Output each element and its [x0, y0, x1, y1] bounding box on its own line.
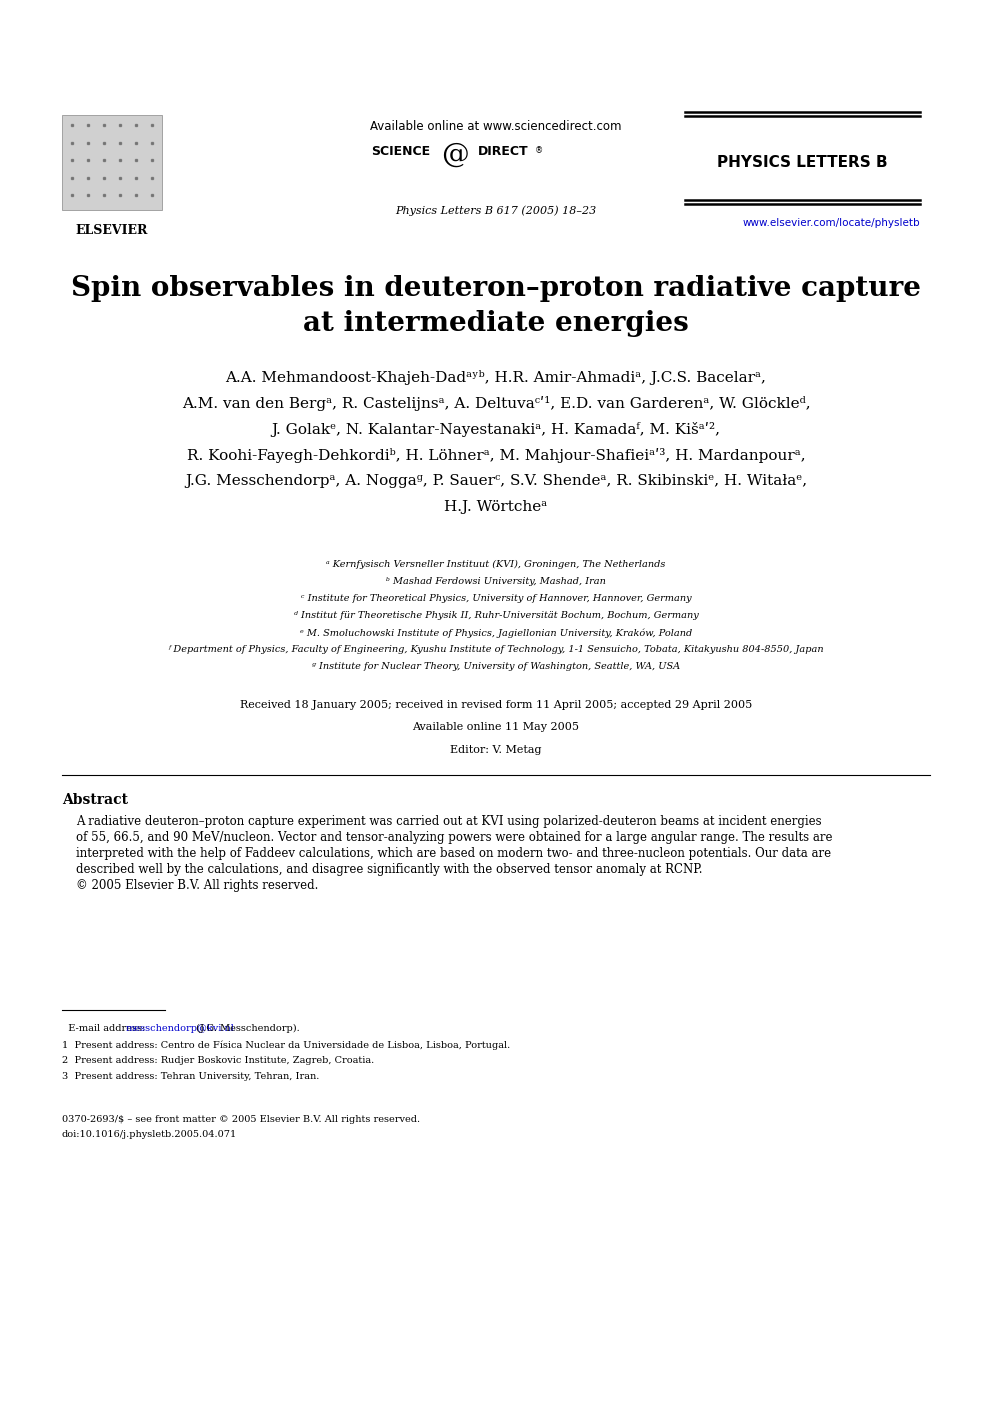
Text: J.G. Messchendorpᵃ, A. Noggaᵍ, P. Sauerᶜ, S.V. Shendeᵃ, R. Skibinskiᵉ, H. Witała: J.G. Messchendorpᵃ, A. Noggaᵍ, P. Sauerᶜ… — [185, 474, 807, 488]
Text: 3  Present address: Tehran University, Tehran, Iran.: 3 Present address: Tehran University, Te… — [62, 1072, 319, 1080]
Text: A radiative deuteron–proton capture experiment was carried out at KVI using pola: A radiative deuteron–proton capture expe… — [76, 815, 821, 828]
Text: A.A. Mehmandoost-Khajeh-Dadᵃʸᵇ, H.R. Amir-Ahmadiᵃ, J.C.S. Bacelarᵃ,: A.A. Mehmandoost-Khajeh-Dadᵃʸᵇ, H.R. Ami… — [225, 370, 767, 384]
Text: @: @ — [441, 140, 469, 168]
Text: H.J. Wörtcheᵃ: H.J. Wörtcheᵃ — [444, 499, 548, 513]
Text: Physics Letters B 617 (2005) 18–23: Physics Letters B 617 (2005) 18–23 — [396, 205, 596, 216]
Text: ᶠ Department of Physics, Faculty of Engineering, Kyushu Institute of Technology,: ᶠ Department of Physics, Faculty of Engi… — [169, 645, 823, 654]
Text: ᵈ Institut für Theoretische Physik II, Ruhr-Universität Bochum, Bochum, Germany: ᵈ Institut für Theoretische Physik II, R… — [294, 610, 698, 620]
Text: R. Koohi-Fayegh-Dehkordiᵇ, H. Löhnerᵃ, M. Mahjour-Shafieiᵃʹ³, H. Mardanpourᵃ,: R. Koohi-Fayegh-Dehkordiᵇ, H. Löhnerᵃ, M… — [186, 448, 806, 463]
Text: A.M. van den Bergᵃ, R. Castelijnsᵃ, A. Deltuvaᶜʹ¹, E.D. van Garderenᵃ, W. Glöckl: A.M. van den Bergᵃ, R. Castelijnsᵃ, A. D… — [182, 396, 810, 411]
Text: messchendorp@kvi.nl: messchendorp@kvi.nl — [126, 1024, 235, 1033]
Text: ᵃ Kernfysisch Versneller Instituut (KVI), Groningen, The Netherlands: ᵃ Kernfysisch Versneller Instituut (KVI)… — [326, 560, 666, 570]
Text: SCIENCE: SCIENCE — [371, 145, 430, 159]
Text: J. Golakᵉ, N. Kalantar-Nayestanakiᵃ, H. Kamadaᶠ, M. Kišᵃʹ²,: J. Golakᵉ, N. Kalantar-Nayestanakiᵃ, H. … — [272, 422, 720, 436]
Text: © 2005 Elsevier B.V. All rights reserved.: © 2005 Elsevier B.V. All rights reserved… — [76, 880, 318, 892]
Text: at intermediate energies: at intermediate energies — [304, 310, 688, 337]
Text: ᵇ Mashad Ferdowsi University, Mashad, Iran: ᵇ Mashad Ferdowsi University, Mashad, Ir… — [386, 577, 606, 586]
Text: 2  Present address: Rudjer Boskovic Institute, Zagreb, Croatia.: 2 Present address: Rudjer Boskovic Insti… — [62, 1056, 374, 1065]
Text: 1  Present address: Centro de Física Nuclear da Universidade de Lisboa, Lisboa, : 1 Present address: Centro de Física Nucl… — [62, 1040, 510, 1049]
Text: DIRECT: DIRECT — [478, 145, 529, 159]
Text: Editor: V. Metag: Editor: V. Metag — [450, 745, 542, 755]
Text: ᵉ M. Smoluchowski Institute of Physics, Jagiellonian University, Kraków, Poland: ᵉ M. Smoluchowski Institute of Physics, … — [300, 629, 692, 637]
Text: of 55, 66.5, and 90 MeV/nucleon. Vector and tensor-analyzing powers were obtaine: of 55, 66.5, and 90 MeV/nucleon. Vector … — [76, 831, 832, 845]
Text: Abstract: Abstract — [62, 793, 128, 807]
Text: 0370-2693/$ – see front matter © 2005 Elsevier B.V. All rights reserved.: 0370-2693/$ – see front matter © 2005 El… — [62, 1115, 421, 1124]
Text: Received 18 January 2005; received in revised form 11 April 2005; accepted 29 Ap: Received 18 January 2005; received in re… — [240, 700, 752, 710]
Text: Spin observables in deuteron–proton radiative capture: Spin observables in deuteron–proton radi… — [71, 275, 921, 302]
Text: Available online at www.sciencedirect.com: Available online at www.sciencedirect.co… — [370, 121, 622, 133]
Text: PHYSICS LETTERS B: PHYSICS LETTERS B — [716, 154, 887, 170]
Text: ®: ® — [535, 146, 544, 154]
Text: (J.G. Messchendorp).: (J.G. Messchendorp). — [193, 1024, 301, 1033]
Text: E-mail address:: E-mail address: — [62, 1024, 149, 1033]
Text: ELSEVIER: ELSEVIER — [75, 224, 148, 237]
Text: doi:10.1016/j.physletb.2005.04.071: doi:10.1016/j.physletb.2005.04.071 — [62, 1129, 237, 1139]
Text: interpreted with the help of Faddeev calculations, which are based on modern two: interpreted with the help of Faddeev cal… — [76, 847, 831, 860]
Text: Available online 11 May 2005: Available online 11 May 2005 — [413, 723, 579, 732]
FancyBboxPatch shape — [62, 115, 162, 210]
Text: described well by the calculations, and disagree significantly with the observed: described well by the calculations, and … — [76, 863, 702, 875]
Text: ᶜ Institute for Theoretical Physics, University of Hannover, Hannover, Germany: ᶜ Institute for Theoretical Physics, Uni… — [301, 593, 691, 603]
Text: www.elsevier.com/locate/physletb: www.elsevier.com/locate/physletb — [742, 217, 920, 229]
Text: ᵍ Institute for Nuclear Theory, University of Washington, Seattle, WA, USA: ᵍ Institute for Nuclear Theory, Universi… — [311, 662, 681, 671]
